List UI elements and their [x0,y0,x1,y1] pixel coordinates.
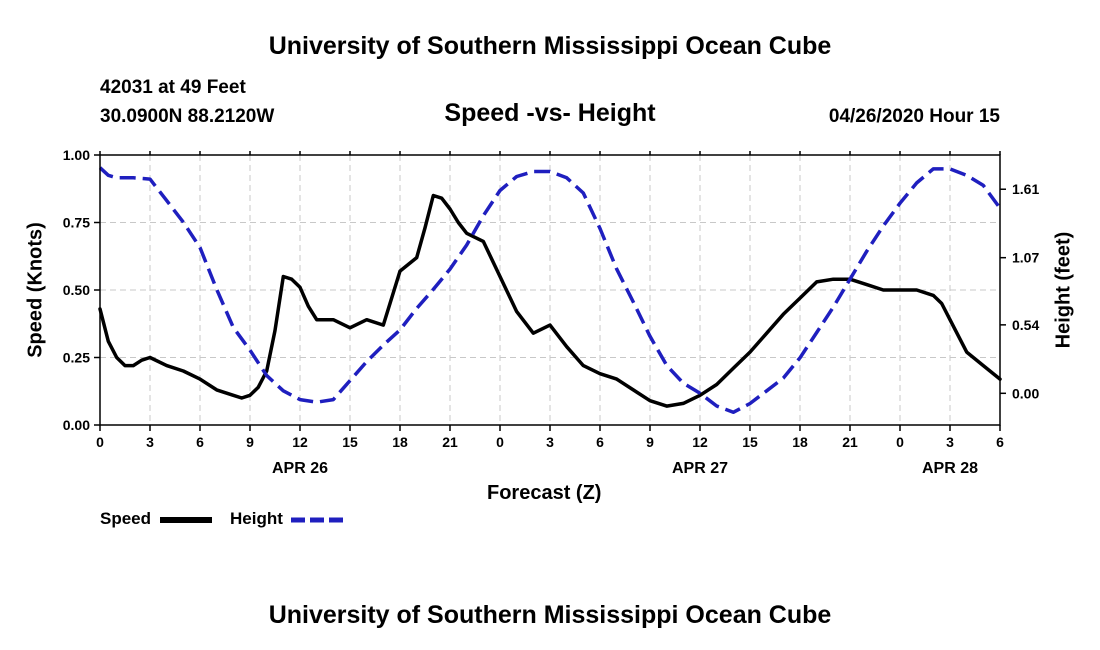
chart-header-title: University of Southern Mississippi Ocean… [268,32,832,60]
x-tick-label: 21 [442,434,458,450]
x-tick-label: 18 [792,434,808,450]
chart-series [98,166,1002,415]
date-label: APR 27 [672,460,728,477]
chart-grid [100,155,1000,425]
x-tick-label: 12 [692,434,708,450]
datetime-label: 04/26/2020 Hour 15 [828,106,1000,127]
left-y-tick-label: 0.75 [63,215,90,231]
chart-axes [94,151,1006,431]
series-line-speed [98,193,1002,408]
date-label: APR 26 [272,460,328,477]
x-tick-label: 9 [246,434,254,450]
footer-title: University of Southern Mississippi Ocean… [268,601,832,629]
right-y-tick-label: 1.61 [1012,181,1039,197]
x-tick-label: 3 [946,434,954,450]
left-y-tick-label: 0.50 [63,282,90,298]
x-tick-label: 3 [146,434,154,450]
x-tick-label: 12 [292,434,308,450]
x-tick-label: 0 [96,434,104,450]
x-tick-label: 9 [646,434,654,450]
date-label: APR 28 [922,460,978,477]
x-tick-label: 0 [496,434,504,450]
x-tick-label: 6 [196,434,204,450]
legend-speed-swatch [160,517,212,523]
right-y-tick-label: 1.07 [1012,250,1039,266]
x-tick-label: 3 [546,434,554,450]
x-tick-label: 6 [996,434,1004,450]
chart-title: Speed -vs- Height [444,99,656,127]
left-y-axis-title: Speed (Knots) [24,222,47,358]
legend-height-label: Height [230,509,283,528]
series-line-height [98,166,1002,415]
chart-axis-labels: 0 3 6 9 12 15 18 21 0 3 6 9 12 15 18 21 0 3 6 0.00 0.25 0.50 0… [63,147,1040,477]
x-axis-title: Forecast (Z) [487,482,602,504]
right-y-tick-label: 0.00 [1012,385,1039,401]
x-tick-label: 21 [842,434,858,450]
right-y-tick-label: 0.54 [1012,317,1039,333]
x-tick-label: 18 [392,434,408,450]
plot-frame [99,154,1001,426]
left-y-tick-label: 0.25 [63,350,90,366]
location-label: 30.0900N 88.2120W [100,106,275,127]
left-y-tick-label: 0.00 [63,417,90,433]
x-tick-label: 6 [596,434,604,450]
legend-speed-label: Speed [100,509,152,528]
x-tick-label: 15 [342,434,358,450]
right-y-axis-title: Height (feet) [1052,231,1075,349]
x-tick-label: 15 [742,434,758,450]
left-y-tick-label: 1.00 [63,147,90,163]
station-label: 42031 at 49 Feet [100,77,246,98]
legend-height-swatch [291,517,343,523]
x-tick-label: 0 [896,434,904,450]
